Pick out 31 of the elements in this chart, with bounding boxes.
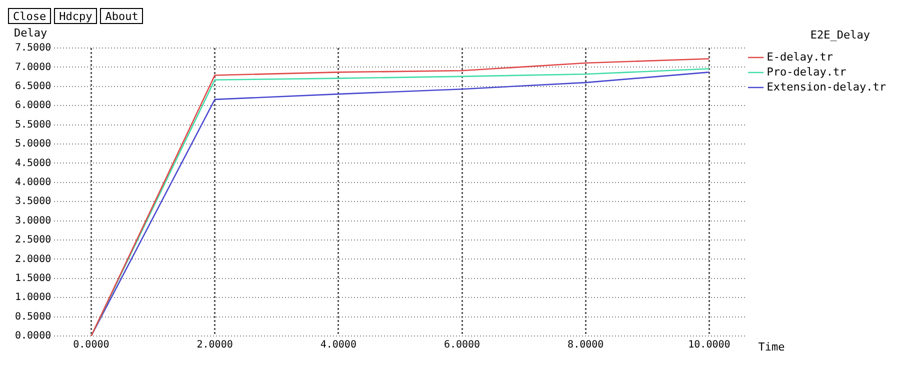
text: Close <box>8 8 52 24</box>
y-tick-label: 0.5000 <box>15 311 52 322</box>
y-axis-title: Delay <box>14 26 48 40</box>
y-tick-label: 4.0000 <box>15 176 52 188</box>
x-tick-label: 8.0000 <box>568 340 604 351</box>
y-tick-label: 3.5000 <box>15 196 52 208</box>
y-tick-label: 2.5000 <box>15 234 52 246</box>
text: E2E_Delay <box>810 28 870 42</box>
y-tick-label: 4.5000 <box>15 158 52 169</box>
x-tick-label: 2.0000 <box>196 340 233 351</box>
legend-label: Extension-delay.tr <box>766 80 886 94</box>
x-tick-label: 4.0000 <box>320 340 356 351</box>
text: About <box>100 8 144 24</box>
x-axis-title: Time <box>758 340 785 354</box>
x-tick-label: 6.0000 <box>444 340 480 351</box>
y-tick-label: 1.0000 <box>15 292 52 304</box>
x-tick-label: 10.0000 <box>688 340 730 351</box>
legend-label: Pro-delay.tr <box>766 65 847 78</box>
x-tick-label: 0.0000 <box>73 340 110 351</box>
y-tick-label: 5.0000 <box>15 138 52 150</box>
y-tick-label: 0.0000 <box>15 330 52 342</box>
y-tick-label: 7.0000 <box>15 62 52 73</box>
y-tick-label: 6.0000 <box>15 100 52 112</box>
legend-label: E-delay.tr <box>766 50 834 64</box>
y-tick-label: 6.5000 <box>15 80 52 92</box>
text: Hdcpy <box>54 8 98 24</box>
y-tick-label: 7.5000 <box>15 42 52 54</box>
y-tick-label: 5.5000 <box>15 119 52 130</box>
y-tick-label: 2.0000 <box>15 254 52 265</box>
y-tick-label: 1.5000 <box>15 272 52 284</box>
y-tick-label: 3.0000 <box>15 215 52 226</box>
